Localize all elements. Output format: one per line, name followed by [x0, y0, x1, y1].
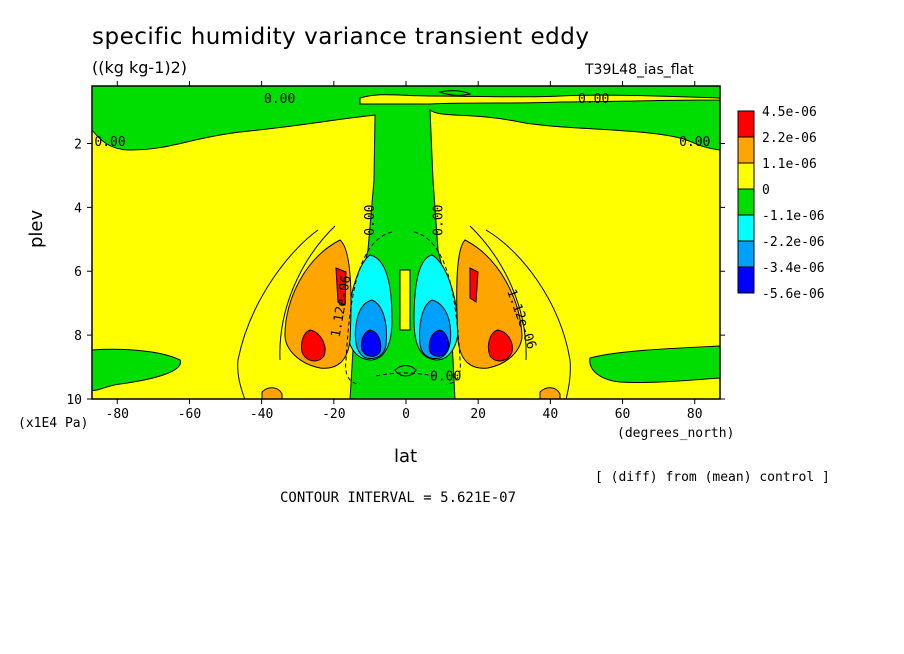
contour-interval: CONTOUR INTERVAL = 5.621E-07	[280, 490, 517, 506]
legend-swatch	[737, 266, 755, 294]
positive-spike-left	[335, 267, 347, 306]
legend-level-label: -5.6e-06	[762, 287, 825, 302]
positive-core-left	[301, 329, 326, 362]
contour-lines	[237, 90, 571, 399]
x-axis: -80 -60 -40 -20 0 20 40 60 80	[106, 81, 703, 422]
dashed-contours	[345, 231, 461, 385]
y-tick-label: 2	[74, 137, 82, 152]
negative-center-right	[428, 329, 449, 357]
x-axis-label: lat	[394, 446, 418, 467]
legend-level-label: -2.2e-06	[762, 235, 825, 250]
x-tick-label: 0	[402, 407, 410, 422]
upper-green-band	[92, 86, 720, 399]
negative-center-left	[361, 329, 382, 357]
x-tick-label: -40	[250, 407, 273, 422]
top-yellow-strip	[359, 94, 720, 105]
lower-green-right	[589, 345, 720, 384]
y-tick-label: 10	[66, 393, 82, 408]
x-tick-label: -20	[322, 407, 345, 422]
diff-note: [ (diff) from (mean) control ]	[595, 470, 830, 485]
legend-swatch	[737, 162, 755, 190]
chart-units: ((kg kg-1)2)	[92, 58, 188, 77]
positive-core-right	[487, 329, 513, 362]
y-tick-label: 8	[74, 329, 82, 344]
legend-level-label: 1.1e-06	[762, 157, 817, 172]
positive-spike-right	[469, 267, 479, 303]
contour-field	[92, 86, 720, 399]
bottom-orange-left	[261, 387, 283, 399]
bottom-orange-right	[539, 387, 561, 399]
y-axis-label: plev	[26, 209, 47, 248]
x-tick-label: 20	[470, 407, 486, 422]
lower-green-left	[92, 348, 181, 391]
legend-level-label: -3.4e-06	[762, 261, 825, 276]
legend-level-label: 4.5e-06	[762, 105, 817, 120]
y-axis: 2 4 6 8 10	[66, 137, 725, 408]
x-tick-label: -80	[106, 407, 129, 422]
legend-level-label: 0	[762, 183, 770, 198]
x-tick-label: 60	[615, 407, 631, 422]
run-id: T39L48_ias_flat	[585, 62, 694, 78]
legend-level-label: 2.2e-06	[762, 131, 817, 146]
legend-swatch	[737, 240, 755, 268]
y-axis-units: (x1E4 Pa)	[18, 416, 89, 431]
color-legend: 4.5e-06 2.2e-06 1.1e-06 0 -1.1e-06 -2.2e-06 -3…	[737, 105, 825, 302]
positive-lobe-left	[284, 239, 352, 369]
chart-title: specific humidity variance transient edd…	[92, 24, 590, 50]
legend-swatch	[737, 214, 755, 242]
legend-swatch	[737, 188, 755, 216]
center-yellow-slit	[399, 269, 411, 331]
contour-label: 0.00	[679, 135, 710, 150]
x-tick-label: -60	[178, 407, 201, 422]
y-tick-label: 6	[74, 265, 82, 280]
x-tick-label: 80	[687, 407, 703, 422]
y-tick-label: 4	[74, 201, 82, 216]
legend-swatch	[737, 110, 755, 138]
contour-label: 0.00	[363, 204, 378, 235]
contour-label: 0.00	[578, 92, 609, 107]
x-tick-label: 40	[543, 407, 559, 422]
contour-label: 0.00	[94, 135, 125, 150]
x-axis-units: (degrees_north)	[617, 426, 735, 441]
contour-label: 0.00	[431, 204, 446, 235]
legend-swatch	[737, 136, 755, 164]
legend-level-label: -1.1e-06	[762, 209, 825, 224]
contour-label: 0.00	[430, 370, 461, 385]
contour-label: 0.00	[264, 92, 295, 107]
